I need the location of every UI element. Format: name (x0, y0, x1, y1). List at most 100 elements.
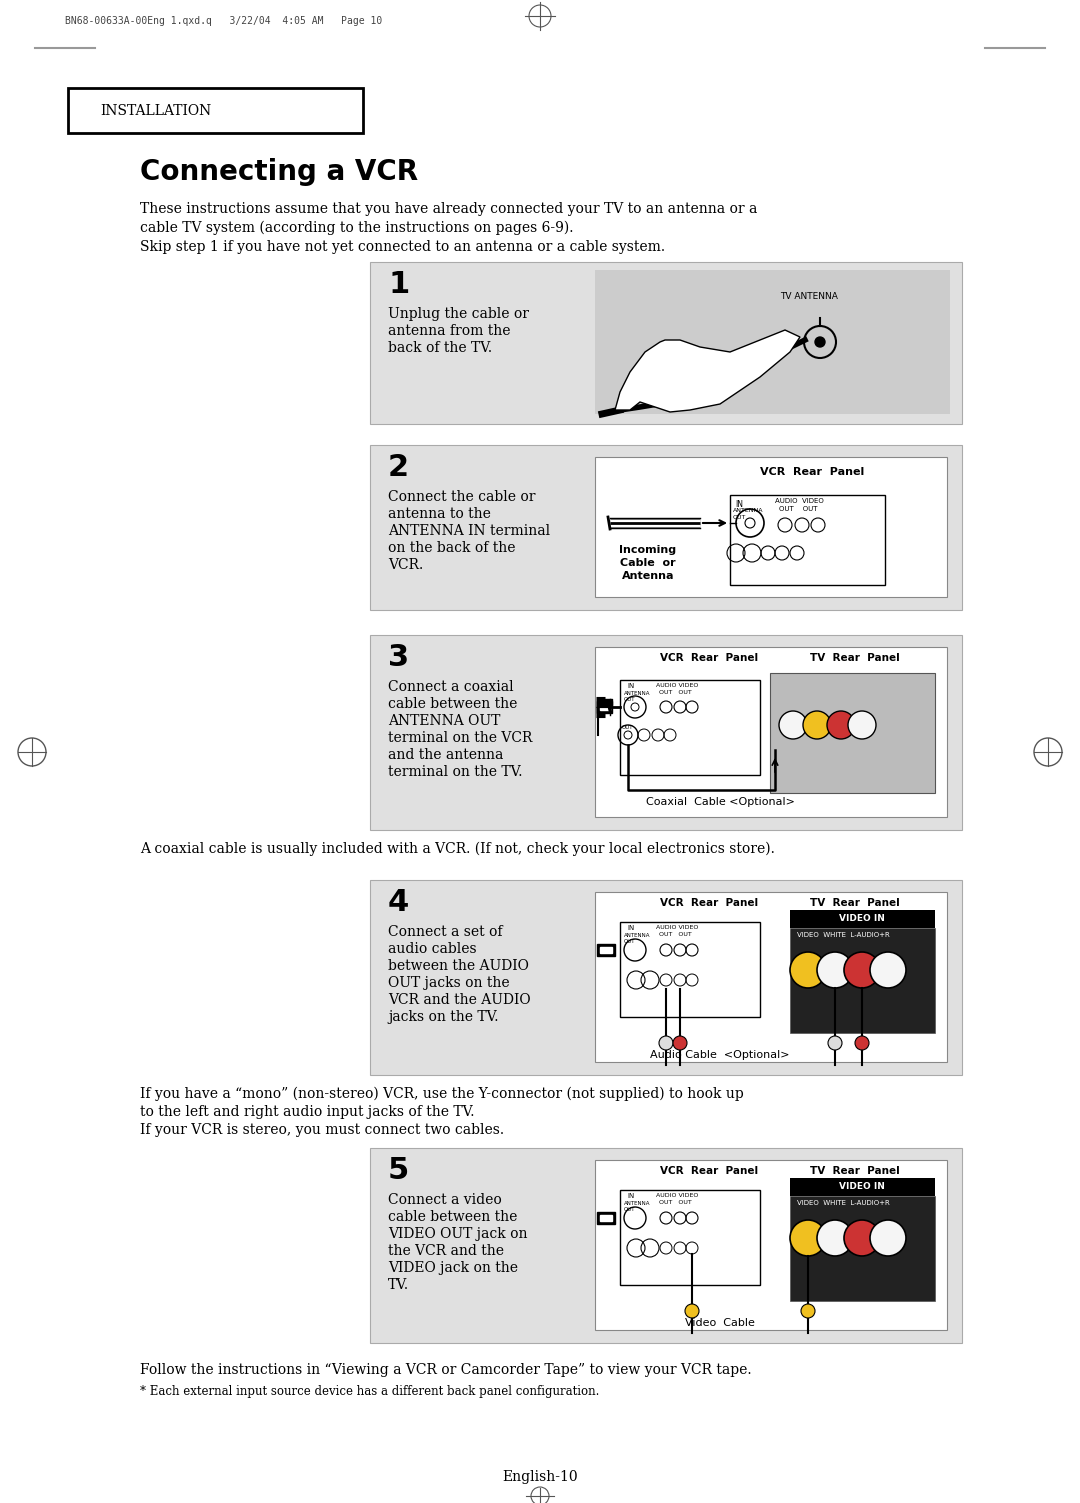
Polygon shape (597, 944, 615, 956)
Text: 1: 1 (388, 271, 409, 299)
Text: Incoming: Incoming (620, 546, 676, 555)
Circle shape (870, 951, 906, 987)
Text: Connect a set of: Connect a set of (388, 924, 502, 939)
Text: VIDEO jack on the: VIDEO jack on the (388, 1261, 518, 1275)
Text: AUDIO VIDEO: AUDIO VIDEO (656, 924, 699, 930)
Circle shape (848, 711, 876, 739)
Text: BN68-00633A-00Eng 1.qxd.q   3/22/04  4:05 AM   Page 10: BN68-00633A-00Eng 1.qxd.q 3/22/04 4:05 A… (65, 17, 382, 26)
Text: ANTENNA IN terminal: ANTENNA IN terminal (388, 525, 550, 538)
Polygon shape (600, 947, 612, 953)
Text: A coaxial cable is usually included with a VCR. (If not, check your local electr: A coaxial cable is usually included with… (140, 842, 774, 857)
Text: TV ANTENNA: TV ANTENNA (780, 292, 838, 301)
Circle shape (843, 951, 880, 987)
Circle shape (828, 1036, 842, 1051)
Text: Connect the cable or: Connect the cable or (388, 490, 536, 504)
Bar (68, 89, 363, 132)
Text: IN: IN (627, 924, 634, 930)
Bar (370, 879, 962, 1075)
Bar (789, 1196, 935, 1302)
Text: These instructions assume that you have already connected your TV to an antenna : These instructions assume that you have … (140, 201, 757, 216)
Text: VCR  Rear  Panel: VCR Rear Panel (660, 1166, 758, 1175)
Bar (620, 921, 760, 1018)
Bar (370, 1148, 962, 1344)
Polygon shape (597, 1211, 615, 1223)
Circle shape (816, 1220, 853, 1257)
Bar (789, 1178, 935, 1196)
Circle shape (855, 1036, 869, 1051)
Text: OUT jacks on the: OUT jacks on the (388, 975, 510, 990)
Text: and the antenna: and the antenna (388, 748, 503, 762)
Bar (595, 457, 947, 597)
Text: OUT: OUT (624, 697, 635, 702)
Text: Connecting a VCR: Connecting a VCR (140, 158, 418, 186)
Text: antenna to the: antenna to the (388, 507, 491, 522)
Text: Cable  or: Cable or (620, 558, 676, 568)
Bar (770, 673, 935, 794)
Text: If your VCR is stereo, you must connect two cables.: If your VCR is stereo, you must connect … (140, 1123, 504, 1136)
Text: IN: IN (627, 1193, 634, 1199)
Bar (595, 891, 947, 1063)
Text: 2: 2 (388, 452, 409, 482)
Circle shape (789, 1220, 826, 1257)
Circle shape (804, 711, 831, 739)
Text: Unplug the cable or: Unplug the cable or (388, 307, 529, 322)
Text: back of the TV.: back of the TV. (388, 341, 492, 355)
Circle shape (843, 1220, 880, 1257)
Text: Video  Cable: Video Cable (685, 1318, 755, 1329)
Text: the VCR and the: the VCR and the (388, 1244, 504, 1258)
Bar (789, 927, 935, 1033)
Text: AUDIO VIDEO: AUDIO VIDEO (656, 1193, 699, 1198)
Circle shape (673, 1036, 687, 1051)
Text: VIDEO IN: VIDEO IN (839, 914, 885, 923)
Text: OUT: OUT (624, 1207, 635, 1211)
Text: VIDEO IN: VIDEO IN (839, 1181, 885, 1190)
Polygon shape (615, 331, 800, 412)
Text: 3: 3 (388, 643, 409, 672)
Polygon shape (597, 700, 612, 712)
Bar (595, 1160, 947, 1330)
Text: to the left and right audio input jacks of the TV.: to the left and right audio input jacks … (140, 1105, 474, 1120)
Text: between the AUDIO: between the AUDIO (388, 959, 529, 972)
Text: on the back of the: on the back of the (388, 541, 515, 555)
Text: terminal on the VCR: terminal on the VCR (388, 730, 532, 745)
Circle shape (801, 1305, 815, 1318)
Bar (789, 909, 935, 927)
Text: If you have a “mono” (non-stereo) VCR, use the Y-connector (not supplied) to hoo: If you have a “mono” (non-stereo) VCR, u… (140, 1087, 744, 1102)
Text: VIDEO OUT jack on: VIDEO OUT jack on (388, 1226, 527, 1241)
Text: TV  Rear  Panel: TV Rear Panel (810, 1166, 900, 1175)
Text: VIDEO  WHITE  L-AUDIO+R: VIDEO WHITE L-AUDIO+R (797, 932, 890, 938)
Text: Connect a video: Connect a video (388, 1193, 502, 1207)
Circle shape (779, 711, 807, 739)
Text: AUDIO VIDEO: AUDIO VIDEO (656, 682, 699, 688)
Text: VCR.: VCR. (388, 558, 423, 573)
Text: antenna from the: antenna from the (388, 325, 511, 338)
Text: VIDEO  WHITE  L-AUDIO+R: VIDEO WHITE L-AUDIO+R (797, 1199, 890, 1205)
Text: OUT    OUT: OUT OUT (779, 507, 818, 513)
Text: ANTENNA: ANTENNA (733, 508, 764, 513)
Bar (370, 262, 962, 424)
Text: IN: IN (627, 682, 634, 688)
Text: * Each external input source device has a different back panel configuration.: * Each external input source device has … (140, 1384, 599, 1398)
Circle shape (816, 951, 853, 987)
Text: cable between the: cable between the (388, 1210, 517, 1223)
Text: audio cables: audio cables (388, 942, 476, 956)
Bar (620, 1190, 760, 1285)
Circle shape (659, 1036, 673, 1051)
Text: cable between the: cable between the (388, 697, 517, 711)
Text: OUT: OUT (624, 939, 635, 944)
Text: IN: IN (735, 500, 743, 510)
Circle shape (685, 1305, 699, 1318)
Text: Skip step 1 if you have not yet connected to an antenna or a cable system.: Skip step 1 if you have not yet connecte… (140, 240, 665, 254)
Text: VCR and the AUDIO: VCR and the AUDIO (388, 993, 530, 1007)
Text: ANTENNA: ANTENNA (624, 1201, 650, 1205)
Text: OUT: OUT (622, 724, 634, 730)
Bar (370, 445, 962, 610)
Bar (595, 271, 950, 413)
Bar (370, 634, 962, 830)
Text: OUT: OUT (733, 516, 746, 520)
Circle shape (815, 337, 825, 347)
Polygon shape (600, 1214, 612, 1220)
Text: Follow the instructions in “Viewing a VCR or Camcorder Tape” to view your VCR ta: Follow the instructions in “Viewing a VC… (140, 1363, 752, 1377)
Text: 5: 5 (388, 1156, 409, 1184)
Text: Coaxial  Cable <Optional>: Coaxial Cable <Optional> (646, 797, 795, 807)
